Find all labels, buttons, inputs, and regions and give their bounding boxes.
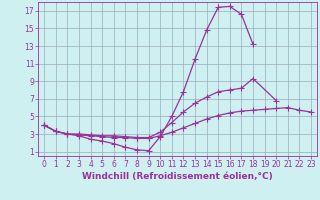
X-axis label: Windchill (Refroidissement éolien,°C): Windchill (Refroidissement éolien,°C) [82,172,273,181]
